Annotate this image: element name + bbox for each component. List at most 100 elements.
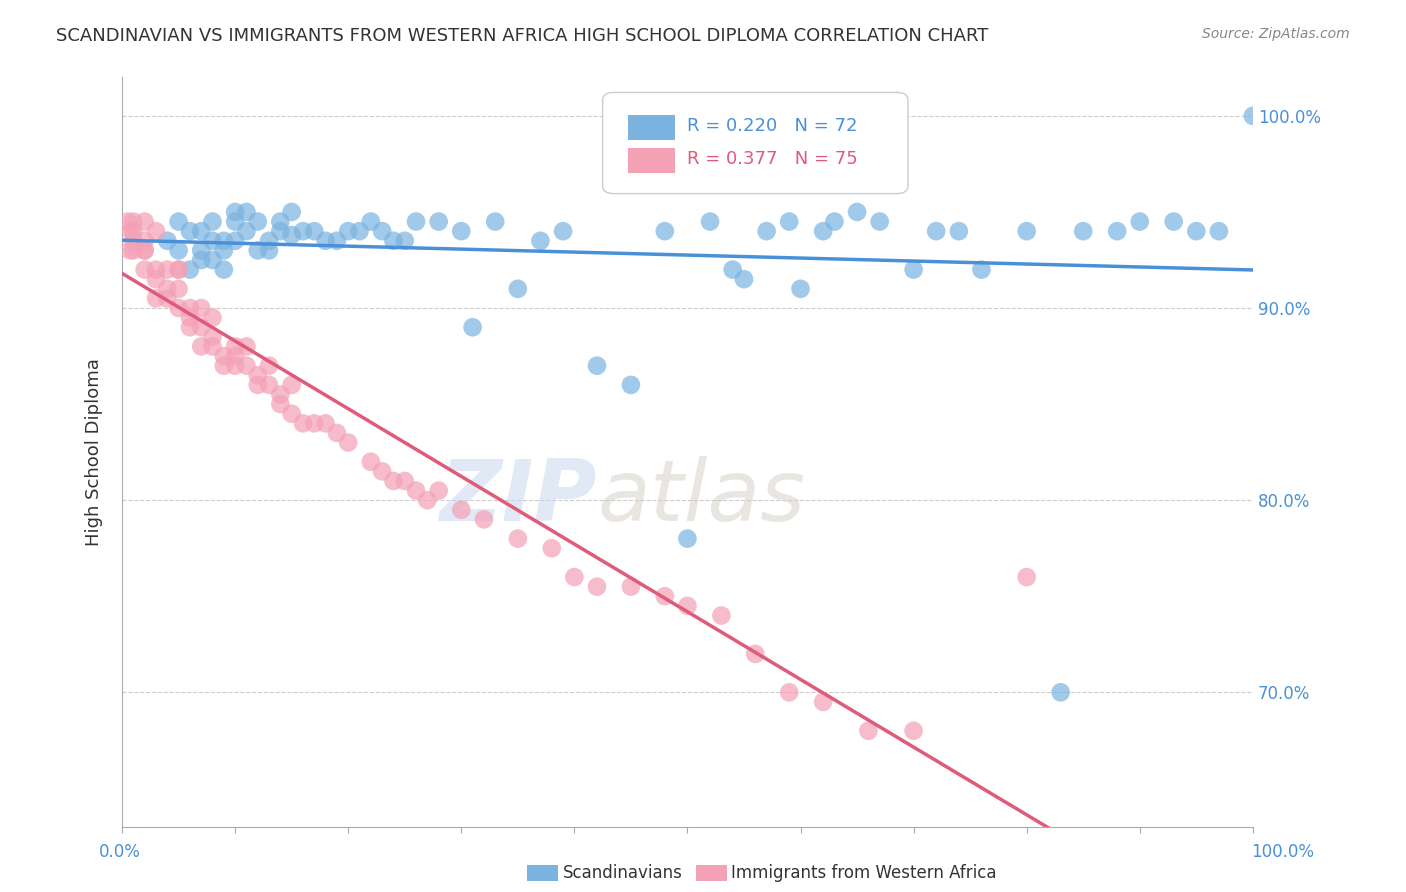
Point <box>846 205 869 219</box>
Point <box>257 234 280 248</box>
Point <box>179 224 201 238</box>
Point <box>134 234 156 248</box>
Point <box>506 532 529 546</box>
Point <box>269 397 291 411</box>
Point <box>304 224 326 238</box>
Point <box>122 234 145 248</box>
Point <box>371 464 394 478</box>
Text: Source: ZipAtlas.com: Source: ZipAtlas.com <box>1202 27 1350 41</box>
Text: 100.0%: 100.0% <box>1251 843 1315 861</box>
Point <box>212 349 235 363</box>
Point <box>586 359 609 373</box>
Point <box>811 695 834 709</box>
Point <box>1049 685 1071 699</box>
Point <box>291 224 314 238</box>
Bar <box>627 115 675 140</box>
Text: ZIP: ZIP <box>439 456 598 539</box>
Point <box>948 224 970 238</box>
Point <box>382 474 405 488</box>
Point <box>858 723 880 738</box>
Point <box>755 224 778 238</box>
Point <box>201 310 224 325</box>
Point <box>540 541 562 556</box>
Point <box>586 580 609 594</box>
Point <box>280 205 302 219</box>
Point <box>472 512 495 526</box>
Point <box>416 493 439 508</box>
Point <box>269 214 291 228</box>
Point <box>620 377 643 392</box>
Point <box>654 589 676 603</box>
Point <box>551 224 574 238</box>
Point <box>201 234 224 248</box>
Point <box>903 262 925 277</box>
Point <box>304 417 326 431</box>
Point <box>337 435 360 450</box>
Point <box>190 252 212 267</box>
Point <box>190 244 212 258</box>
Point <box>224 349 246 363</box>
Point <box>360 214 382 228</box>
Point <box>235 224 257 238</box>
Text: 0.0%: 0.0% <box>98 843 141 861</box>
Point <box>280 227 302 242</box>
Point <box>291 417 314 431</box>
Point <box>789 282 811 296</box>
Point <box>326 234 349 248</box>
Point <box>371 224 394 238</box>
Point <box>167 262 190 277</box>
Point <box>823 214 845 228</box>
Point <box>1208 224 1230 238</box>
Point <box>394 474 416 488</box>
Point <box>122 244 145 258</box>
Point <box>145 262 167 277</box>
Y-axis label: High School Diploma: High School Diploma <box>86 359 103 546</box>
Point <box>156 262 179 277</box>
Point <box>224 214 246 228</box>
Point <box>179 320 201 334</box>
Point <box>257 377 280 392</box>
Point <box>246 214 269 228</box>
Point <box>676 599 699 613</box>
Point <box>461 320 484 334</box>
Point <box>224 359 246 373</box>
Point <box>925 224 948 238</box>
Text: R = 0.377   N = 75: R = 0.377 N = 75 <box>688 150 858 168</box>
Point <box>280 407 302 421</box>
Point <box>1129 214 1152 228</box>
Point <box>257 359 280 373</box>
Point <box>382 234 405 248</box>
Point <box>427 214 450 228</box>
Point <box>699 214 721 228</box>
Point <box>122 224 145 238</box>
Point <box>405 483 427 498</box>
Point <box>778 685 800 699</box>
Point <box>120 224 142 238</box>
Point <box>450 503 472 517</box>
Point <box>529 234 551 248</box>
Point <box>257 244 280 258</box>
Point <box>360 455 382 469</box>
Point <box>145 224 167 238</box>
Point <box>315 234 337 248</box>
Point <box>190 320 212 334</box>
Point <box>269 387 291 401</box>
Point <box>212 262 235 277</box>
Point <box>620 580 643 594</box>
Point <box>246 244 269 258</box>
Point <box>1107 224 1129 238</box>
Text: SCANDINAVIAN VS IMMIGRANTS FROM WESTERN AFRICA HIGH SCHOOL DIPLOMA CORRELATION C: SCANDINAVIAN VS IMMIGRANTS FROM WESTERN … <box>56 27 988 45</box>
Point <box>145 292 167 306</box>
Point <box>405 214 427 228</box>
Point <box>326 425 349 440</box>
Point <box>1015 570 1038 584</box>
Point <box>970 262 993 277</box>
Point <box>246 368 269 383</box>
Text: Scandinavians: Scandinavians <box>562 864 682 882</box>
Point <box>179 310 201 325</box>
Point <box>676 532 699 546</box>
Point <box>235 359 257 373</box>
Point <box>1015 224 1038 238</box>
Point <box>778 214 800 228</box>
Point <box>224 205 246 219</box>
